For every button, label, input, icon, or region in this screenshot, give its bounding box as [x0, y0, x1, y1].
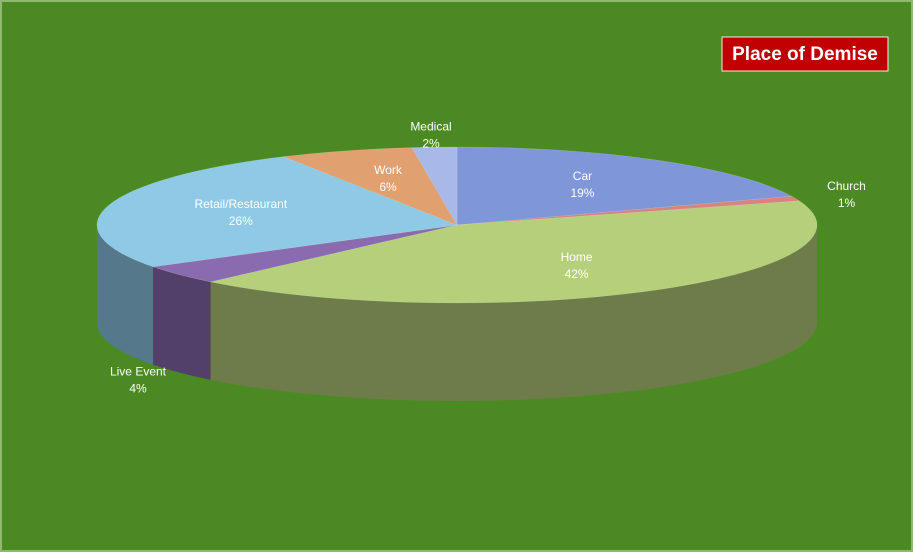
- data-label-name: Home: [561, 250, 593, 264]
- data-label-name: Work: [374, 163, 403, 177]
- data-label-value: 2%: [422, 137, 440, 151]
- slice-side: [97, 225, 154, 365]
- slice-side: [210, 225, 817, 401]
- chart-title: Place of Demise: [732, 44, 878, 65]
- slice: [283, 147, 458, 226]
- slice: [210, 200, 818, 304]
- data-label-value: 4%: [129, 381, 147, 395]
- slice: [456, 146, 793, 226]
- data-label-value: 19%: [570, 186, 594, 200]
- data-label-value: 42%: [565, 267, 589, 281]
- data-label-name: Live Event: [110, 364, 167, 378]
- data-label-name: Church: [827, 179, 866, 193]
- slice: [152, 224, 458, 283]
- data-label-name: Retail/Restaurant: [194, 197, 287, 211]
- data-label-value: 1%: [838, 196, 856, 210]
- slice: [411, 146, 458, 226]
- slice: [456, 196, 801, 226]
- pie: [96, 146, 818, 401]
- slice: [96, 156, 458, 268]
- title-box: [721, 36, 889, 72]
- data-label-value: 26%: [229, 214, 253, 228]
- data-label-name: Medical: [410, 120, 451, 134]
- slice-side: [153, 266, 211, 380]
- data-label-value: 6%: [379, 180, 397, 194]
- data-label-name: Car: [573, 169, 592, 183]
